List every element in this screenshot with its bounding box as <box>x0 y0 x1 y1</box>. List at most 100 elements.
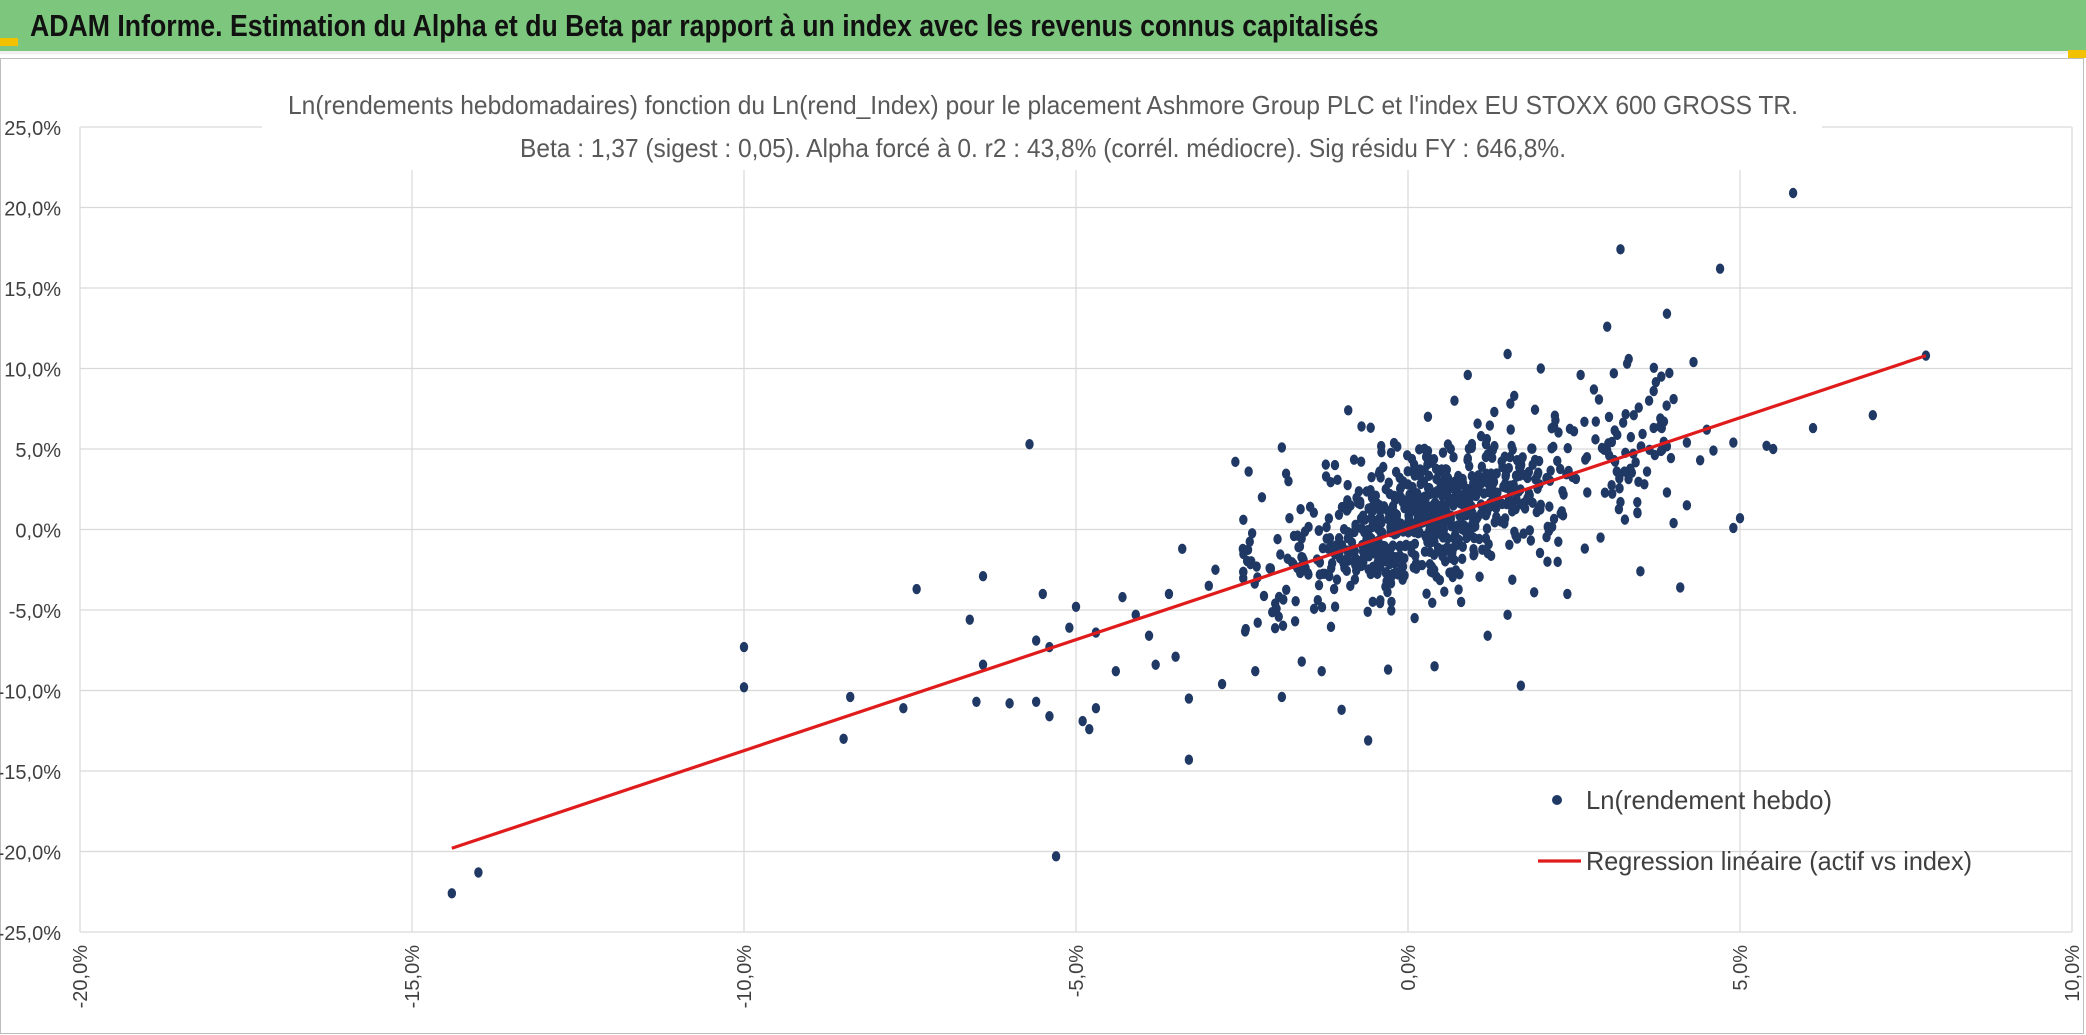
scatter-point <box>1421 451 1431 463</box>
y-tick-label: 25,0% <box>4 118 61 140</box>
scatter-point <box>1402 450 1412 461</box>
scatter-point <box>447 888 457 899</box>
scatter-point <box>1071 601 1081 612</box>
scatter-point <box>1005 698 1014 709</box>
scatter-point <box>1386 521 1395 533</box>
x-tick-label: -10,0% <box>734 945 756 1009</box>
scatter-point <box>1373 568 1382 580</box>
scatter-point <box>1488 444 1498 456</box>
scatter-point <box>1276 549 1285 560</box>
scatter-point <box>1383 664 1393 675</box>
scatter-point <box>1506 424 1515 435</box>
scatter-point <box>1456 512 1466 523</box>
scatter-point <box>1339 524 1349 535</box>
scatter-point <box>1439 467 1448 478</box>
scatter-point <box>1314 525 1324 536</box>
scatter-point <box>1321 459 1330 470</box>
scatter-point <box>1239 573 1248 584</box>
scatter-point <box>1038 588 1048 600</box>
scatter-point <box>1563 442 1572 454</box>
scatter-point <box>1171 651 1180 662</box>
scatter-point <box>1669 517 1678 529</box>
scatter-point <box>1633 496 1642 508</box>
legend: Ln(rendement hebdo) Regression linéaire … <box>1538 785 1972 876</box>
scatter-point <box>1535 547 1545 559</box>
scatter-point <box>1051 851 1061 862</box>
scatter-point <box>1640 479 1649 490</box>
scatter-point <box>1556 463 1565 475</box>
scatter-point <box>1467 442 1477 453</box>
scatter-point <box>1435 574 1445 586</box>
scatter-point <box>1425 546 1434 557</box>
scatter-point <box>1428 597 1437 608</box>
scatter-point <box>1565 423 1575 435</box>
scatter-point <box>1085 723 1094 735</box>
scatter-point <box>1314 579 1324 591</box>
scatter-point <box>1371 548 1380 560</box>
scatter-point <box>1277 691 1287 703</box>
scatter-point <box>965 614 974 625</box>
scatter-point <box>1410 612 1419 624</box>
scatter-point <box>1332 574 1342 585</box>
scatter-point <box>1503 609 1512 621</box>
scatter-point <box>1735 513 1745 524</box>
scatter-point <box>1612 466 1621 477</box>
scatter-point <box>899 703 908 714</box>
scatter-point <box>1412 469 1422 480</box>
scatter-point <box>1356 456 1366 467</box>
scatter-point <box>1025 438 1034 450</box>
scatter-point <box>1542 531 1551 543</box>
scatter-point <box>1387 596 1396 608</box>
scatter-point <box>1327 563 1336 574</box>
scatter-point <box>1386 573 1396 584</box>
scatter-point <box>1438 447 1448 458</box>
scatter-point <box>1533 469 1542 481</box>
scatter-point <box>1457 553 1467 565</box>
scatter-point <box>1334 509 1344 520</box>
scatter-point <box>1485 420 1495 431</box>
scatter-point <box>1613 429 1622 441</box>
scatter-point <box>1484 502 1493 513</box>
scatter-point <box>1401 540 1410 552</box>
scatter-point <box>1368 561 1378 573</box>
scatter-point <box>1297 656 1306 667</box>
scatter-point <box>1277 442 1287 453</box>
scatter-point <box>1363 735 1373 746</box>
scatter-point <box>1457 523 1467 535</box>
scatter-point <box>1528 443 1537 454</box>
scatter-point <box>1520 469 1529 481</box>
scatter-point <box>1465 528 1474 539</box>
scatter-point <box>1456 596 1466 608</box>
scatter-point <box>1621 408 1630 420</box>
scatter-point <box>1553 455 1562 467</box>
scatter-point <box>1387 605 1396 616</box>
chart-frame <box>0 58 2084 1034</box>
scatter-point <box>1469 544 1478 555</box>
scatter-point <box>1662 487 1672 498</box>
scatter-point <box>1607 479 1616 491</box>
scatter-point <box>1525 490 1534 501</box>
y-tick-label: 0,0% <box>15 521 61 543</box>
scatter-point <box>1243 544 1253 556</box>
scatter-point <box>1615 483 1624 494</box>
y-axis-ticks: 25,0% 20,0% 15,0% 10,0% 5,0% 0,0% -5,0% -10,0% -… <box>0 118 61 945</box>
scatter-point <box>1425 482 1434 494</box>
scatter-point <box>1620 514 1630 525</box>
scatter-point <box>1382 556 1391 567</box>
scatter-point <box>1591 434 1600 445</box>
scatter-point <box>1371 490 1381 501</box>
scatter-point <box>1164 588 1174 600</box>
scatter-point <box>1626 431 1636 443</box>
scatter-point <box>1576 369 1585 381</box>
scatter-point <box>1351 521 1360 532</box>
scatter-point <box>1438 520 1448 531</box>
scatter-point <box>1624 473 1633 485</box>
scatter-point <box>1178 543 1187 555</box>
scatter-point <box>1479 488 1489 499</box>
scatter-point <box>1322 533 1331 544</box>
scatter-point <box>1614 503 1624 515</box>
scatter-point <box>1429 454 1439 465</box>
scatter-point <box>1583 487 1592 498</box>
scatter-point <box>1325 570 1334 582</box>
y-tick-label: 5,0% <box>15 440 61 462</box>
